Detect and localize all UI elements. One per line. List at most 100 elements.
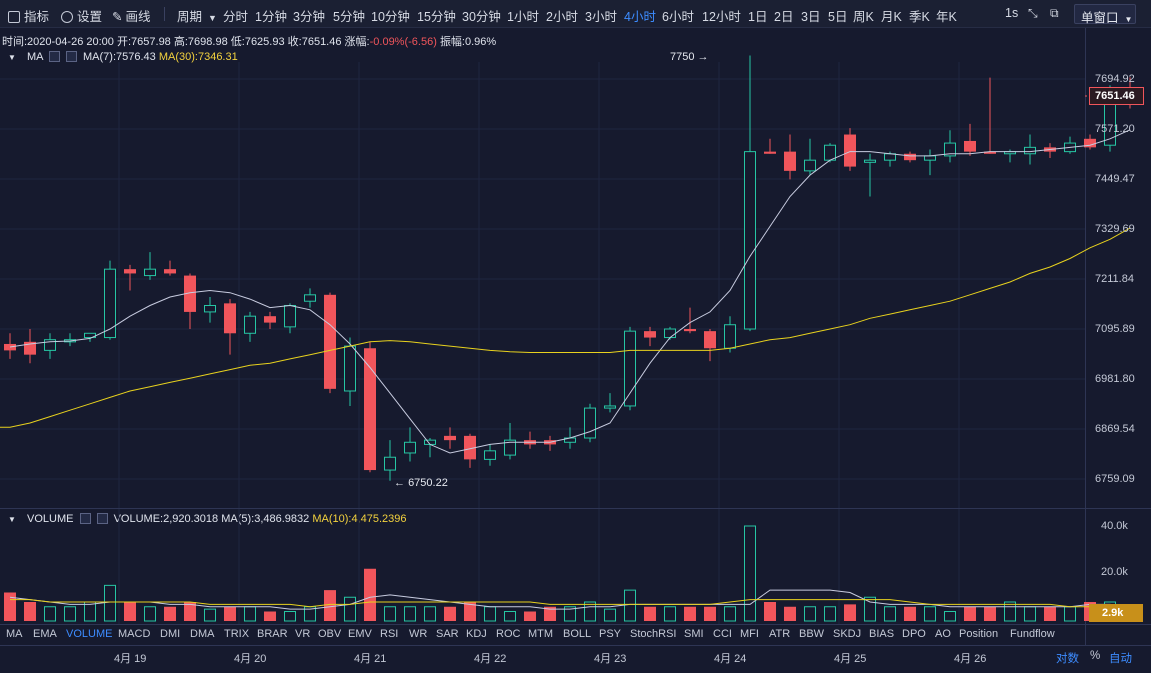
indicator-tab[interactable]: BOLL	[563, 628, 592, 640]
candle-body	[924, 155, 936, 161]
period-option[interactable]: 分时	[223, 10, 249, 24]
period-option[interactable]: 月K	[881, 10, 902, 24]
volume-bar	[704, 606, 716, 621]
candle-body	[144, 268, 156, 277]
period-option[interactable]: 12小时	[702, 10, 741, 24]
volume-axis-label: 40.0k	[1101, 520, 1128, 532]
volume-indicator-name: VOLUME	[26, 513, 74, 525]
indicator-tab[interactable]: DMI	[160, 628, 181, 640]
indicators-button[interactable]: 指标	[8, 6, 49, 25]
indicator-tab[interactable]: VR	[295, 628, 311, 640]
volume-bar	[324, 590, 336, 621]
indicator-tab[interactable]: MACD	[118, 628, 151, 640]
candle-body	[204, 305, 216, 313]
indicator-tab[interactable]: MFI	[740, 628, 759, 640]
indicator-tab[interactable]: DPO	[902, 628, 926, 640]
volume-bar	[44, 606, 56, 622]
info-change-label: 涨幅:	[344, 36, 370, 48]
indicator-tab[interactable]: VOLUME	[66, 628, 113, 640]
period-option[interactable]: 6小时	[662, 10, 694, 24]
indicator-tab[interactable]: DMA	[190, 628, 215, 640]
indicator-tab[interactable]: CCI	[713, 628, 732, 640]
percent-scale-toggle[interactable]: %	[1090, 650, 1101, 662]
candle-body	[484, 450, 496, 460]
ma7-line	[9, 129, 1131, 454]
main-indicator-name: MA	[26, 51, 43, 63]
period-option[interactable]: 季K	[909, 10, 930, 24]
volume-bar	[204, 608, 216, 622]
period-option[interactable]: 2小时	[546, 10, 578, 24]
indicator-tab[interactable]: RSI	[380, 628, 399, 640]
indicator-tab[interactable]: ATR	[769, 628, 791, 640]
indicator-tab[interactable]: MA	[6, 628, 23, 640]
period-dropdown[interactable]: 周期 ▼	[177, 6, 217, 25]
indicator-tab[interactable]: MTM	[528, 628, 554, 640]
collapse-caret-icon[interactable]: ▼	[8, 53, 16, 62]
indicator-tab[interactable]: SAR	[436, 628, 459, 640]
volume-bar	[464, 602, 476, 621]
indicator-tab[interactable]: SKDJ	[833, 628, 862, 640]
window-mode-select[interactable]: 单窗口 ▼	[1074, 4, 1136, 25]
period-option[interactable]: 年K	[936, 10, 957, 24]
period-option[interactable]: 1小时	[507, 10, 539, 24]
auto-scale-toggle[interactable]: 自动	[1109, 653, 1132, 665]
volume-value: VOLUME:2,920.3018	[113, 513, 219, 525]
indicator-tab[interactable]: AO	[935, 628, 951, 640]
volume-axis-label: 20.0k	[1101, 566, 1128, 578]
candle-body	[24, 341, 36, 355]
collapse-caret-icon[interactable]: ▼	[8, 515, 16, 524]
indicator-tab[interactable]: Fundflow	[1010, 628, 1055, 640]
draw-button[interactable]: ✎ 画线	[112, 6, 151, 25]
period-option[interactable]: 5日	[828, 10, 848, 24]
settings-button[interactable]: 设置	[61, 6, 102, 25]
high-annotation: 7750 →	[670, 51, 709, 63]
indicator-tab[interactable]: BRAR	[257, 628, 288, 640]
indicator-tab[interactable]: BIAS	[869, 628, 895, 640]
period-option[interactable]: 3日	[801, 10, 821, 24]
low-annotation: ← 6750.22	[394, 477, 448, 489]
volume-bar	[224, 606, 236, 621]
popout-icon[interactable]: ⧉	[1050, 6, 1059, 20]
candle-body	[244, 315, 256, 334]
log-scale-toggle[interactable]: 对数	[1056, 653, 1079, 665]
period-option[interactable]: 2日	[774, 10, 794, 24]
indicator-close-icon[interactable]	[96, 513, 108, 524]
candle-body	[4, 343, 16, 351]
period-option[interactable]: 1分钟	[255, 10, 287, 24]
period-option[interactable]: 15分钟	[417, 10, 456, 24]
indicator-tab[interactable]: EMA	[33, 628, 57, 640]
indicator-tab[interactable]: WR	[409, 628, 428, 640]
period-option[interactable]: 周K	[853, 10, 874, 24]
indicator-tab[interactable]: KDJ	[466, 628, 487, 640]
indicator-tab[interactable]: BBW	[799, 628, 825, 640]
indicator-tab[interactable]: Position	[959, 628, 999, 640]
volume-ma10-line	[10, 599, 1130, 608]
high-annotation-value: 7750	[670, 51, 695, 63]
candle-body	[584, 407, 596, 439]
indicator-tab[interactable]: OBV	[318, 628, 342, 640]
low-annotation-value: 6750.22	[408, 477, 448, 489]
period-option[interactable]: 5分钟	[333, 10, 365, 24]
volume-ma5-value: MA(5):3,486.9832	[221, 513, 310, 525]
volume-bar	[764, 602, 776, 621]
period-option[interactable]: 30分钟	[462, 10, 501, 24]
window-mode-label: 单窗口	[1081, 11, 1119, 25]
refresh-rate[interactable]: 1s	[1005, 6, 1019, 20]
indicator-tab[interactable]: StochRSI	[630, 628, 677, 640]
fullscreen-icon[interactable]: ⤡	[1028, 6, 1038, 20]
period-option[interactable]: 10分钟	[371, 10, 410, 24]
indicator-tab[interactable]: PSY	[599, 628, 622, 640]
period-option[interactable]: 3小时	[585, 10, 617, 24]
candle-body	[44, 339, 56, 351]
indicator-tab[interactable]: SMI	[684, 628, 704, 640]
period-option[interactable]: 4小时	[624, 10, 656, 24]
indicator-tab[interactable]: TRIX	[224, 628, 250, 640]
period-option[interactable]: 1日	[748, 10, 768, 24]
indicator-tab[interactable]: ROC	[496, 628, 521, 640]
indicator-tab[interactable]: EMV	[348, 628, 372, 640]
indicator-close-icon[interactable]	[65, 51, 77, 62]
period-option[interactable]: 3分钟	[293, 10, 325, 24]
indicator-settings-icon[interactable]	[79, 513, 91, 524]
indicator-settings-icon[interactable]	[48, 51, 60, 62]
